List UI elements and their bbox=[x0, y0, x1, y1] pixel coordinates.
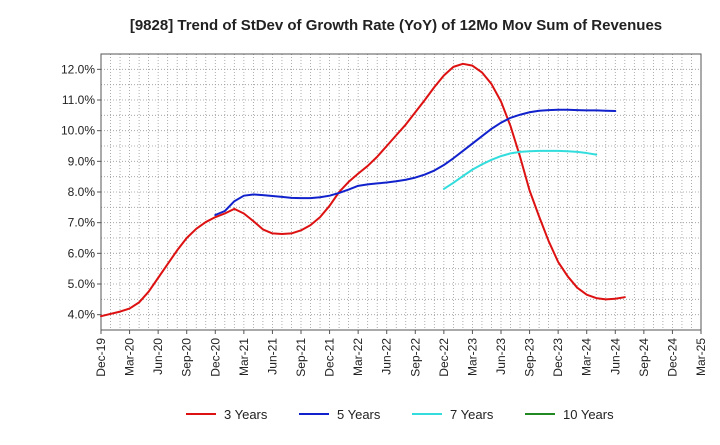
x-tick-label: Dec-20 bbox=[208, 338, 222, 377]
x-tick-label: Mar-20 bbox=[123, 338, 137, 376]
legend: 3 Years 5 Years 7 Years 10 Years bbox=[186, 407, 614, 422]
legend-label-3-years: 3 Years bbox=[224, 407, 268, 422]
x-tick-label: Mar-23 bbox=[465, 338, 479, 376]
y-tick-label: 6.0% bbox=[68, 246, 96, 260]
x-tick-label: Dec-21 bbox=[323, 338, 337, 377]
x-tick-label: Sep-20 bbox=[180, 338, 194, 377]
x-tick-label: Mar-25 bbox=[694, 338, 708, 376]
series-line-5-years bbox=[214, 108, 617, 216]
x-tick-label: Sep-24 bbox=[637, 338, 651, 377]
y-tick-label: 7.0% bbox=[68, 216, 96, 230]
x-tick-label: Dec-23 bbox=[551, 338, 565, 377]
x-tick-label: Dec-24 bbox=[665, 338, 679, 377]
y-tick-label: 5.0% bbox=[68, 277, 96, 291]
x-tick-label: Jun-20 bbox=[151, 338, 165, 375]
x-tick-label: Jun-21 bbox=[265, 338, 279, 375]
x-tick-label: Jun-24 bbox=[608, 338, 622, 375]
y-tick-label: 10.0% bbox=[61, 124, 95, 138]
y-tick-label: 11.0% bbox=[62, 93, 95, 107]
y-axis: 4.0% 5.0% 6.0% 7.0% 8.0% 9.0% 10.0% 11.0% 12.0% bbox=[61, 62, 101, 322]
x-axis: Dec-19 Mar-20 Jun-20 Sep-20 Dec-20 Mar-21 Jun-… bbox=[94, 330, 708, 377]
x-tick-label: Mar-21 bbox=[237, 338, 251, 376]
x-tick-label: Dec-22 bbox=[437, 338, 451, 377]
x-tick-label: Mar-22 bbox=[351, 338, 365, 376]
legend-label-10-years: 10 Years bbox=[563, 407, 614, 422]
series-layer bbox=[100, 62, 626, 318]
y-tick-label: 4.0% bbox=[68, 308, 96, 322]
x-tick-label: Sep-23 bbox=[523, 338, 537, 377]
x-tick-label: Sep-21 bbox=[294, 338, 308, 377]
x-tick-label: Jun-23 bbox=[494, 338, 508, 375]
x-tick-label: Sep-22 bbox=[408, 338, 422, 377]
x-tick-label: Mar-24 bbox=[580, 338, 594, 376]
series-line-3-years bbox=[100, 62, 626, 318]
y-tick-label: 8.0% bbox=[68, 185, 96, 199]
series-line-7-years bbox=[442, 149, 598, 190]
chart-title: [9828] Trend of StDev of Growth Rate (Yo… bbox=[130, 17, 662, 34]
legend-label-7-years: 7 Years bbox=[450, 407, 494, 422]
grid-layer bbox=[101, 54, 701, 330]
y-tick-label: 12.0% bbox=[61, 62, 95, 76]
y-tick-label: 9.0% bbox=[68, 154, 96, 168]
legend-label-5-years: 5 Years bbox=[337, 407, 381, 422]
x-tick-label: Jun-22 bbox=[380, 338, 394, 375]
x-tick-label: Dec-19 bbox=[94, 338, 108, 377]
